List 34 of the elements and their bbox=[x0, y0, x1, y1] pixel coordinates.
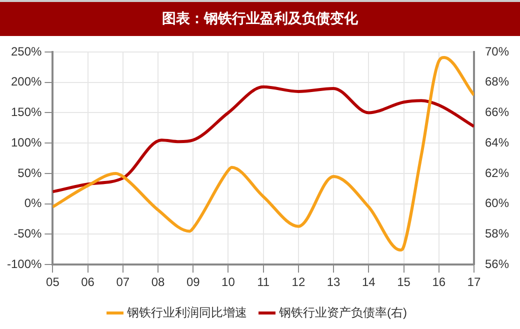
legend-label: 钢铁行业资产负债率(右) bbox=[278, 305, 408, 320]
x-tick-label: 13 bbox=[326, 275, 341, 290]
x-tick-label: 11 bbox=[257, 275, 270, 290]
x-tick-label: 14 bbox=[362, 275, 376, 290]
y2-tick-label: 58% bbox=[484, 226, 510, 241]
x-tick-label: 15 bbox=[397, 275, 411, 290]
legend-label: 钢铁行业利润同比增速 bbox=[126, 305, 248, 320]
x-tick-label: 09 bbox=[186, 275, 200, 290]
y2-tick-label: 64% bbox=[484, 135, 510, 150]
y-tick-label: 250% bbox=[10, 44, 42, 58]
x-tick-label: 17 bbox=[467, 275, 481, 290]
line-series bbox=[52, 56, 474, 252]
y2-tick-label: 60% bbox=[484, 196, 510, 210]
x-tick-label: 12 bbox=[292, 275, 306, 290]
y2-tick-label: 56% bbox=[484, 256, 510, 271]
chart-title: 图表：钢铁行业盈利及负债变化 bbox=[0, 0, 520, 36]
y2-tick-label: 62% bbox=[484, 166, 510, 180]
y-tick-label: -100% bbox=[7, 256, 42, 271]
y2-tick-label: 66% bbox=[484, 105, 510, 120]
y-tick-label: 150% bbox=[10, 105, 42, 120]
x-tick-label: 07 bbox=[116, 275, 130, 290]
y-tick-label: 50% bbox=[18, 166, 42, 180]
y-tick-label: -50% bbox=[14, 226, 42, 241]
x-tick-label: 08 bbox=[151, 275, 166, 290]
x-tick-label: 05 bbox=[46, 275, 60, 290]
x-tick-label: 16 bbox=[432, 275, 446, 290]
y-tick-label: 200% bbox=[10, 74, 42, 89]
y-tick-label: 0% bbox=[24, 196, 42, 210]
line-series bbox=[52, 85, 474, 194]
y-tick-label: 100% bbox=[10, 135, 42, 150]
y2-tick-label: 70% bbox=[484, 44, 510, 58]
x-tick-label: 06 bbox=[81, 275, 95, 290]
x-tick-label: 10 bbox=[222, 275, 236, 290]
y2-tick-label: 68% bbox=[484, 74, 510, 89]
